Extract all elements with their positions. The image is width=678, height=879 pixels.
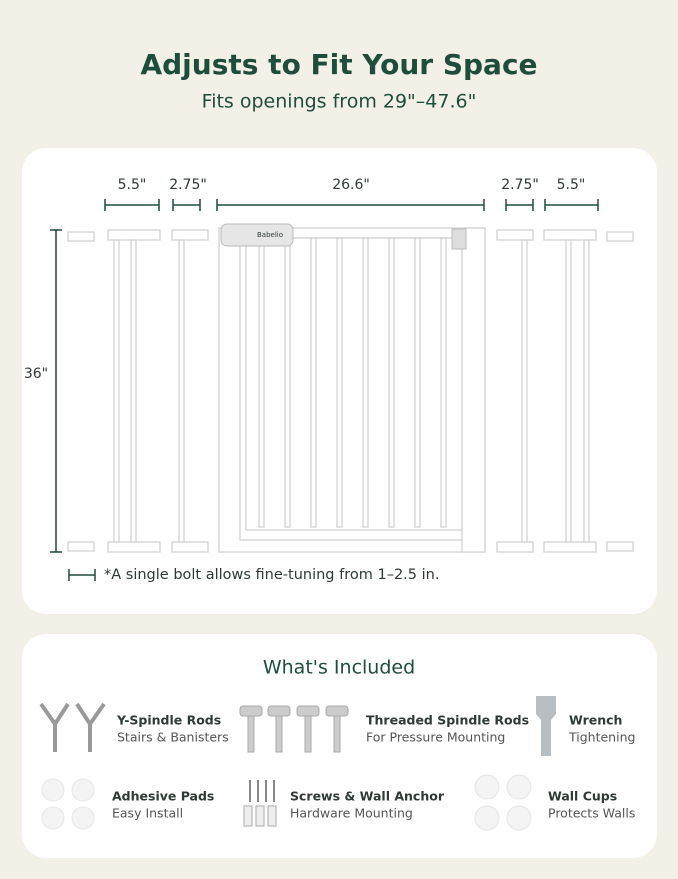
item-desc: Stairs & Banisters [117, 730, 229, 745]
width-label: 5.5" [557, 177, 586, 193]
item-name: Screws & Wall Anchor [290, 789, 445, 804]
item-name: Wall Cups [548, 789, 617, 804]
item-desc: For Pressure Mounting [366, 730, 505, 745]
gate-drawing: Babelio [67, 223, 634, 553]
item-name: Y-Spindle Rods [116, 713, 221, 728]
width-label: 26.6" [332, 177, 370, 193]
item-desc: Protects Walls [548, 806, 635, 821]
brand: Babelio [257, 231, 283, 239]
included-items: Y-Spindle Rods Stairs & Banisters Thread… [112, 713, 635, 821]
note: *A single bolt allows fine-tuning from 1… [104, 567, 439, 583]
item-desc: Hardware Mounting [290, 806, 413, 821]
width-label: 5.5" [118, 177, 147, 193]
item-desc: Tightening [568, 730, 635, 745]
width-label: 2.75" [169, 177, 207, 193]
icons [39, 696, 556, 831]
included-title: What's Included [263, 657, 415, 679]
item-name: Threaded Spindle Rods [366, 713, 529, 728]
subtitle: Fits openings from 29"–47.6" [202, 91, 477, 113]
item-name: Adhesive Pads [112, 789, 214, 804]
item-desc: Easy Install [112, 806, 183, 821]
dimension-lines [50, 199, 599, 581]
title: Adjusts to Fit Your Space [140, 48, 537, 81]
width-label: 2.75" [501, 177, 539, 193]
item-name: Wrench [569, 713, 622, 728]
height-label: 36" [24, 366, 48, 382]
width-labels: 5.5" 2.75" 26.6" 2.75" 5.5" 36" [24, 177, 585, 382]
